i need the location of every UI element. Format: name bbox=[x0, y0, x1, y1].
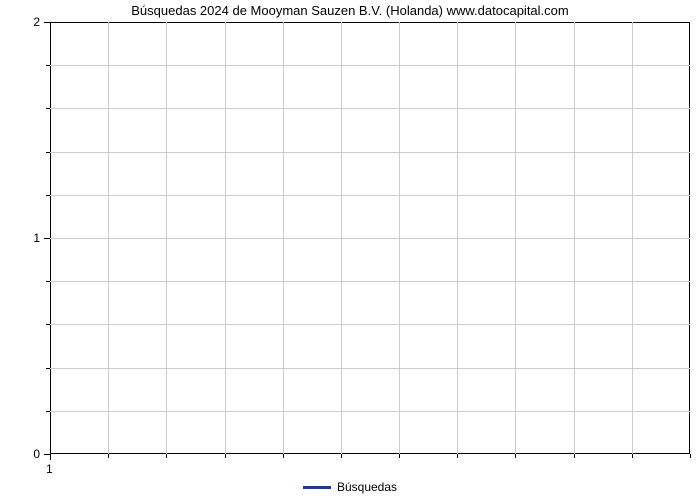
grid-line-horizontal bbox=[50, 411, 690, 412]
grid-line-horizontal bbox=[50, 368, 690, 369]
x-minor-tick bbox=[632, 454, 633, 458]
x-minor-tick bbox=[515, 454, 516, 458]
x-minor-tick bbox=[457, 454, 458, 458]
grid-line-horizontal bbox=[50, 152, 690, 153]
x-minor-tick bbox=[225, 454, 226, 458]
y-minor-tick bbox=[46, 368, 50, 369]
x-minor-tick bbox=[341, 454, 342, 458]
y-minor-tick bbox=[46, 195, 50, 196]
x-minor-tick bbox=[399, 454, 400, 458]
y-tick-label: 2 bbox=[33, 15, 40, 29]
legend: Búsquedas bbox=[0, 480, 700, 494]
grid-line-horizontal bbox=[50, 281, 690, 282]
chart-title: Búsquedas 2024 de Mooyman Sauzen B.V. (H… bbox=[0, 3, 700, 18]
legend-swatch bbox=[303, 486, 331, 489]
grid-line-horizontal bbox=[50, 324, 690, 325]
grid-line-horizontal bbox=[50, 108, 690, 109]
chart-container: Búsquedas 2024 de Mooyman Sauzen B.V. (H… bbox=[0, 0, 700, 500]
x-tick-mark bbox=[50, 454, 51, 460]
grid-line-horizontal bbox=[50, 65, 690, 66]
y-minor-tick bbox=[46, 65, 50, 66]
y-tick-label: 1 bbox=[33, 231, 40, 245]
y-minor-tick bbox=[46, 108, 50, 109]
x-tick-label: 1 bbox=[46, 462, 53, 476]
legend-label: Búsquedas bbox=[337, 480, 397, 494]
x-minor-tick bbox=[283, 454, 284, 458]
grid-line-horizontal bbox=[50, 195, 690, 196]
x-minor-tick bbox=[574, 454, 575, 458]
x-minor-tick bbox=[108, 454, 109, 458]
x-minor-tick bbox=[690, 454, 691, 458]
y-minor-tick bbox=[46, 411, 50, 412]
x-minor-tick bbox=[166, 454, 167, 458]
y-minor-tick bbox=[46, 281, 50, 282]
y-tick-mark bbox=[44, 22, 50, 23]
y-minor-tick bbox=[46, 324, 50, 325]
y-minor-tick bbox=[46, 152, 50, 153]
y-tick-mark bbox=[44, 238, 50, 239]
y-tick-label: 0 bbox=[33, 447, 40, 461]
grid-line-horizontal bbox=[50, 238, 690, 239]
